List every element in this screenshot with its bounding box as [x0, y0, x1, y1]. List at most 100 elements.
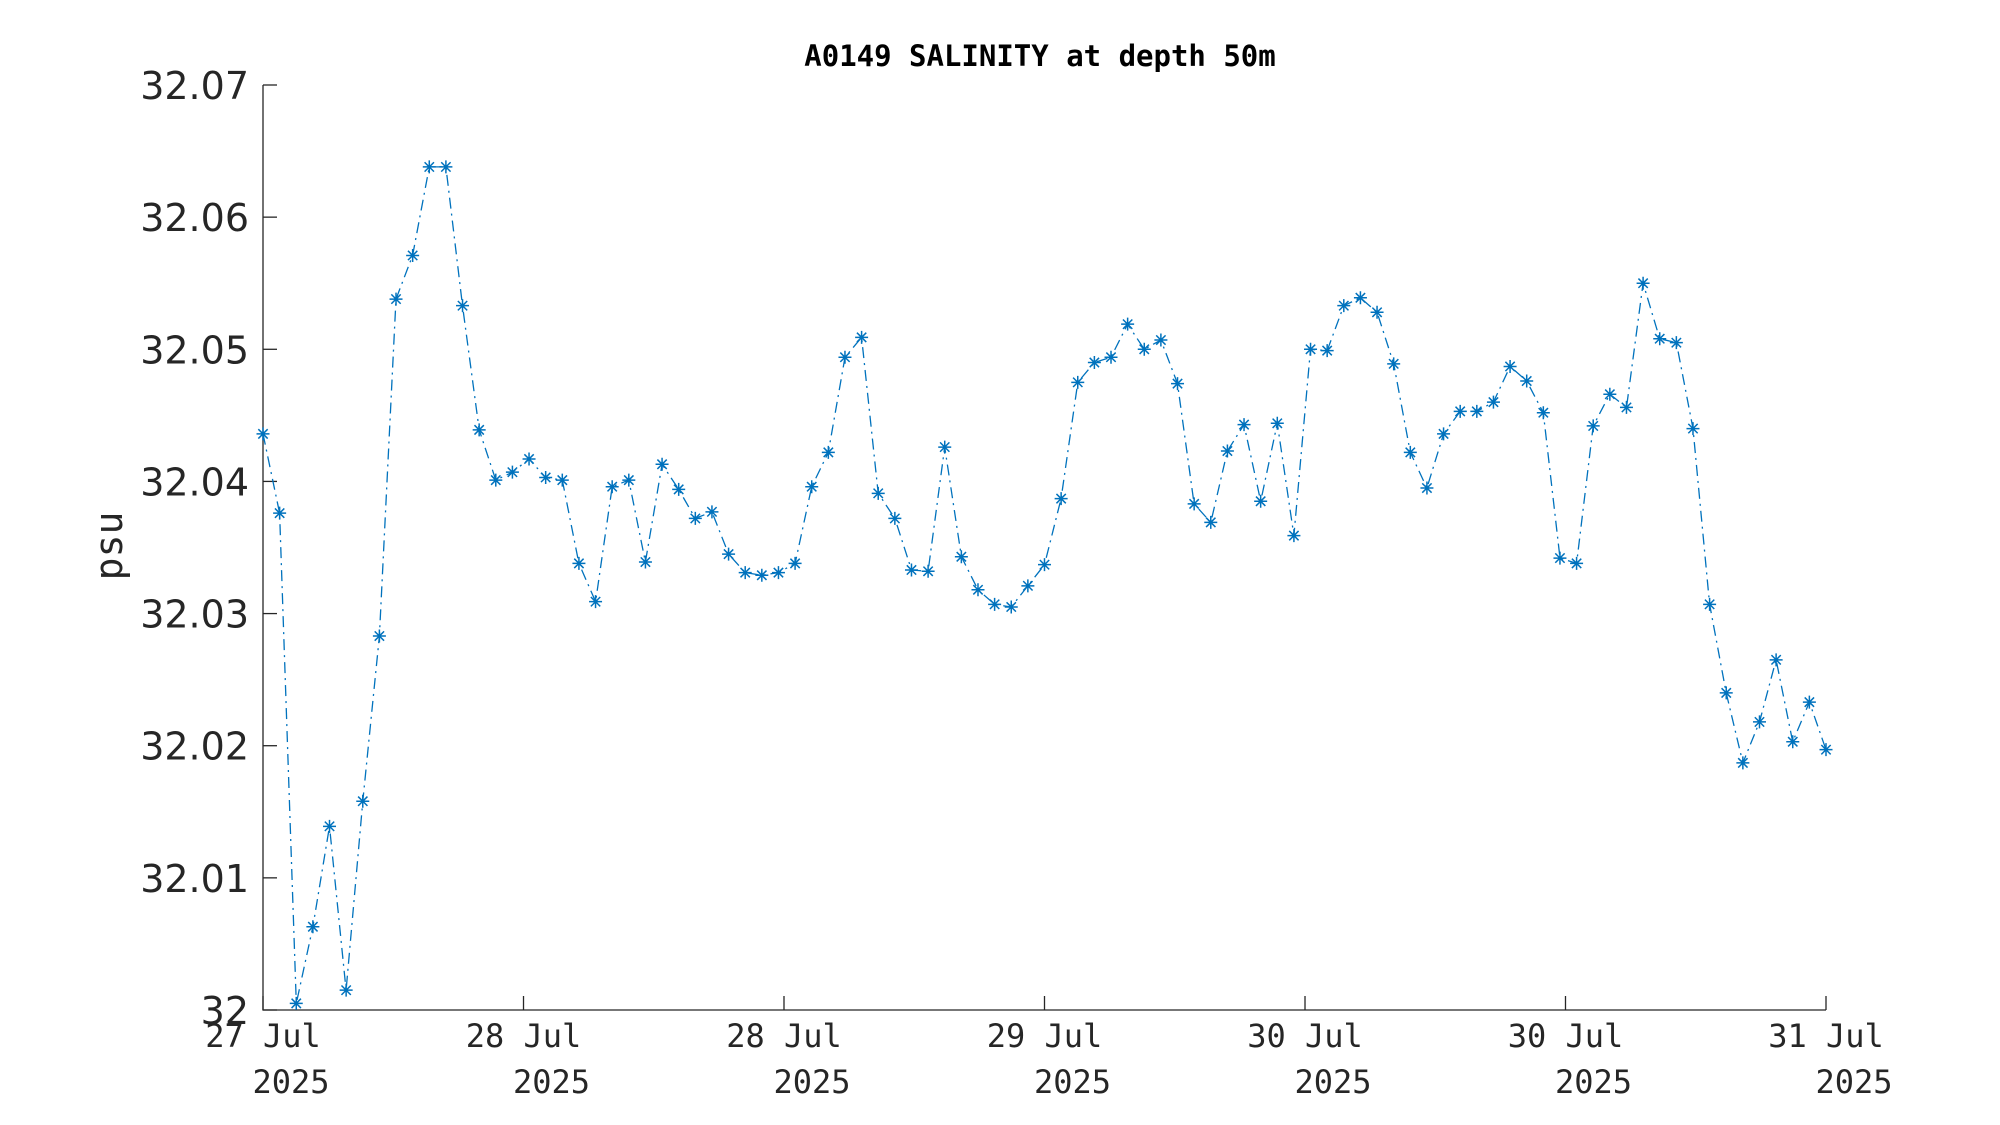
data-point-marker [1287, 529, 1301, 543]
data-point-marker [339, 983, 353, 997]
data-point-marker [1520, 374, 1534, 388]
data-point-marker [672, 482, 686, 496]
data-point-marker [1437, 427, 1451, 441]
data-point-marker [489, 473, 503, 487]
data-point-marker [655, 457, 669, 471]
y-tick-label: 32.01 [140, 857, 249, 901]
data-point-marker [1087, 356, 1101, 369]
data-point-marker [1719, 686, 1733, 700]
data-point-marker [1536, 406, 1550, 420]
data-point-marker [1503, 359, 1517, 373]
data-point-marker [1387, 357, 1401, 371]
data-point-marker [1204, 515, 1218, 529]
data-point-marker [971, 583, 985, 597]
data-point-marker [1570, 556, 1584, 570]
data-point-marker [1703, 597, 1717, 611]
axes [262, 85, 1826, 1011]
y-axis-label: psu [87, 512, 131, 581]
x-tick-year-label: 2025 [252, 1063, 329, 1101]
data-point-marker [323, 819, 337, 833]
x-tick-label: 27 Jul [205, 1017, 321, 1055]
data-point-marker [1802, 695, 1816, 709]
x-tick-label: 30 Jul [1247, 1017, 1363, 1055]
data-point-marker [1669, 336, 1683, 350]
series-line [262, 166, 1827, 1004]
data-point-marker [1370, 305, 1384, 319]
data-point-marker [422, 160, 436, 174]
data-point-marker [1237, 418, 1251, 432]
series-markers [256, 160, 1833, 1010]
data-point-marker [555, 473, 569, 487]
data-point-marker [472, 423, 486, 437]
data-point-marker [1470, 404, 1484, 418]
data-point-marker [1154, 333, 1168, 347]
data-point-marker [788, 556, 802, 570]
data-point-marker [605, 480, 619, 494]
data-point-marker [1453, 404, 1467, 418]
data-point-marker [688, 511, 702, 525]
data-point-marker [705, 505, 719, 519]
data-point-marker [1819, 743, 1833, 757]
data-point-marker [572, 556, 586, 570]
data-point-marker [1353, 291, 1367, 305]
x-tick-year-label: 2025 [773, 1063, 850, 1101]
data-point-marker [888, 511, 902, 525]
data-point-marker [855, 330, 869, 344]
data-point-marker [738, 566, 752, 580]
data-point-marker [988, 597, 1002, 611]
data-point-marker [1071, 375, 1085, 389]
data-point-marker [938, 440, 952, 454]
data-point-marker [771, 566, 785, 580]
data-point-marker [1038, 558, 1051, 572]
data-point-marker [1686, 422, 1700, 436]
x-tick-year-label: 2025 [1555, 1063, 1632, 1101]
data-point-marker [539, 470, 553, 484]
data-point-marker [1187, 497, 1201, 511]
data-point-marker [638, 555, 652, 569]
data-point-marker [1619, 400, 1633, 414]
x-tick-label: 28 Jul [466, 1017, 582, 1055]
data-point-marker [1320, 344, 1334, 358]
data-point-marker [1054, 492, 1068, 506]
data-point-marker [1121, 317, 1135, 331]
data-point-marker [406, 248, 420, 262]
data-point-marker [1586, 419, 1600, 433]
chart-title: A0149 SALINITY at depth 50m [804, 39, 1275, 73]
data-point-marker [921, 564, 935, 578]
data-point-marker [838, 350, 852, 364]
data-point-marker [589, 595, 603, 609]
data-point-marker [1786, 735, 1800, 749]
x-tick-year-label: 2025 [1294, 1063, 1371, 1101]
data-point-marker [1553, 551, 1567, 565]
y-tick-label: 32.07 [140, 64, 249, 108]
y-tick-label: 32.02 [140, 725, 249, 769]
data-point-marker [1171, 377, 1185, 391]
y-tick-label: 32.06 [140, 196, 249, 240]
data-point-marker [372, 629, 386, 643]
y-tick-label: 32.04 [140, 460, 249, 504]
x-tick-year-label: 2025 [1815, 1063, 1892, 1101]
x-ticks: 27 Jul 2025 28 Jul 2025 28 Jul 2025 29 Jul 2025… [205, 996, 1893, 1101]
y-tick-label: 32.05 [140, 328, 249, 372]
data-point-marker [1636, 276, 1650, 290]
data-point-marker [755, 568, 769, 582]
data-point-marker [1220, 444, 1234, 458]
data-point-marker [1736, 756, 1750, 770]
y-tick-label: 32 [201, 989, 249, 1033]
data-point-marker [821, 445, 835, 459]
data-point-marker [1304, 342, 1318, 356]
data-point-marker [722, 547, 736, 561]
data-point-marker [1403, 445, 1417, 459]
y-ticks: 32 32.01 32.02 32.03 32.04 32.05 32.06 32.07 [140, 64, 277, 1033]
data-point-marker [1420, 481, 1434, 495]
data-point-marker [805, 480, 819, 494]
x-tick-year-label: 2025 [1034, 1063, 1111, 1101]
data-point-marker [456, 299, 470, 313]
data-point-marker [273, 506, 287, 520]
y-tick-label: 32.03 [140, 593, 249, 637]
data-point-marker [1137, 342, 1151, 356]
data-point-marker [954, 550, 968, 564]
data-point-marker [1752, 715, 1766, 729]
x-tick-label: 30 Jul [1508, 1017, 1624, 1055]
data-point-marker [1254, 494, 1268, 508]
